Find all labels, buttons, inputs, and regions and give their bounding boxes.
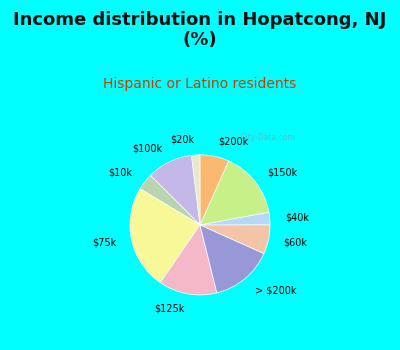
Text: $60k: $60k (284, 238, 308, 248)
Wedge shape (160, 225, 217, 295)
Wedge shape (200, 155, 229, 225)
Text: $75k: $75k (92, 238, 116, 248)
Text: Income distribution in Hopatcong, NJ
(%): Income distribution in Hopatcong, NJ (%) (13, 11, 387, 49)
Wedge shape (200, 225, 270, 253)
Text: $100k: $100k (132, 143, 162, 153)
Text: $125k: $125k (154, 304, 185, 314)
Text: $20k: $20k (171, 134, 195, 145)
Wedge shape (200, 225, 264, 293)
Text: City-Data.com: City-Data.com (241, 133, 296, 142)
Wedge shape (200, 161, 269, 225)
Text: $150k: $150k (267, 167, 298, 177)
Wedge shape (200, 212, 270, 225)
Text: Hispanic or Latino residents: Hispanic or Latino residents (103, 77, 297, 91)
Wedge shape (140, 175, 200, 225)
Text: $200k: $200k (218, 136, 248, 146)
Text: $40k: $40k (285, 212, 309, 222)
Wedge shape (192, 155, 200, 225)
Wedge shape (150, 155, 200, 225)
Text: > $200k: > $200k (255, 286, 296, 295)
Wedge shape (130, 189, 200, 282)
Text: $10k: $10k (109, 167, 133, 177)
